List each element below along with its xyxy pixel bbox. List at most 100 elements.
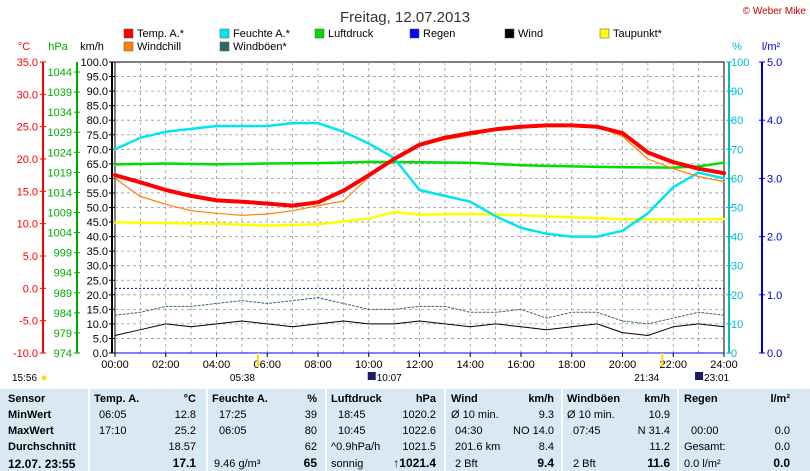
humidity-axis-tick-label: 90 (731, 86, 743, 98)
legend-swatch-regen (409, 28, 420, 39)
pressure-axis-tick-label: 1044 (48, 67, 72, 79)
feuchte-max: 80 (304, 425, 317, 437)
legend-label-windchill: Windchill (137, 41, 181, 53)
wind-axis-tick-label: 65.0 (87, 159, 108, 171)
temp-unit-label: °C (18, 41, 30, 53)
humidity-axis-tick-label: 30 (731, 261, 743, 273)
feuchte-min: 39 (304, 409, 317, 421)
pressure-axis-tick-label: 974 (54, 348, 72, 360)
pressure-axis-tick-label: 1034 (48, 107, 72, 119)
wind-axis-tick-label: 100.0 (80, 57, 108, 69)
wind-axis-tick-label: 5.0 (93, 333, 108, 345)
windboeen-current: 11.6 (647, 456, 670, 470)
wind-unit: km/h (528, 393, 554, 405)
series-luftdruck (113, 160, 726, 169)
wind-max-dir: NO 14.0 (513, 425, 554, 437)
humidity-axis-tick-label: 0 (731, 348, 737, 360)
legend-swatch-windboeen (219, 41, 230, 52)
x-tick-label: 00:00 (101, 359, 129, 371)
row-min: MinWert (8, 409, 52, 421)
x-tick-label: 04:00 (203, 359, 231, 371)
temp-min: 12.8 (174, 409, 196, 421)
wind-axis-tick-label: 60.0 (87, 173, 108, 185)
copyright-label: © Weber Mike (743, 6, 807, 17)
sunrise-label: 05:38 (230, 373, 255, 384)
temp-axis-tick-label: 0.0 (23, 283, 38, 295)
legend: Temp. A.* Feuchte A.* Luftdruck Regen Wind Ta… (123, 28, 663, 53)
legend-swatch-luftdruck (314, 28, 325, 39)
luftdruck-trend: ^0.9hPa/h (331, 441, 381, 453)
pressure-axis-tick-label: 984 (54, 308, 72, 320)
rain-axis-tick-label: 1.0 (767, 290, 782, 302)
pressure-axis-tick-label: 979 (54, 328, 72, 340)
regen-current: 0.0 (773, 456, 790, 470)
legend-label-feuchte: Feuchte A.* (233, 28, 291, 40)
luftdruck-max: 1022.6 (402, 425, 436, 437)
pressure-axis-tick-label: 1029 (48, 127, 72, 139)
moonset-label: 23:01 (704, 373, 729, 384)
wind-bft: 2 Bft (455, 458, 478, 470)
humidity-axis-tick-label: 60 (731, 173, 743, 185)
row-sensor: Sensor (8, 393, 46, 405)
temp-axis-tick-label: 20.0 (17, 154, 38, 166)
sun-icon (41, 375, 47, 381)
pressure-axis-tick-label: 1019 (48, 167, 72, 179)
statistics-panel: Sensor MinWert MaxWert Durchschnitt 12.0… (0, 389, 810, 471)
rain-unit-label: l/m² (762, 41, 781, 53)
wind-avg10-label: Ø 10 min. (451, 409, 499, 421)
wind-axis-tick-label: 85.0 (87, 101, 108, 113)
temp-axis-tick-label: 10.0 (17, 219, 38, 231)
temp-axis-tick-label: 15.0 (17, 186, 38, 198)
humidity-axis-tick-label: 80 (731, 115, 743, 127)
windboeen-avg10-label: Ø 10 min. (567, 409, 615, 421)
first-time-label: 15:56 (12, 373, 37, 384)
wind-axis-tick-label: 30.0 (87, 261, 108, 273)
regen-total-label: Gesamt: (684, 441, 726, 453)
x-tick-label: 06:00 (253, 359, 281, 371)
feuchte-min-time: 17:25 (219, 409, 247, 421)
luftdruck-avg: 1021.5 (402, 441, 436, 453)
temp-axis-tick-label: 30.0 (17, 89, 38, 101)
feuchte-max-time: 06:05 (219, 425, 247, 437)
temp-header: Temp. A. (94, 393, 140, 405)
windboeen-bft: 2 Bft (573, 458, 596, 470)
legend-swatch-taupunkt (599, 28, 610, 39)
pressure-axis-tick-label: 989 (54, 288, 72, 300)
x-tick-label: 12:00 (406, 359, 434, 371)
wind-avg10: 9.3 (538, 409, 554, 421)
legend-label-windboeen: Windböen* (233, 41, 288, 53)
legend-swatch-feuchte (219, 28, 230, 39)
wind-current: 9.4 (537, 456, 554, 470)
temp-unit: °C (183, 393, 196, 405)
x-tick-label: 02:00 (152, 359, 180, 371)
temp-current: 17.1 (172, 456, 196, 470)
feuchte-extra: 9.46 g/m³ (214, 458, 261, 470)
legend-swatch-windchill (123, 41, 134, 52)
wind-axis-tick-label: 70.0 (87, 144, 108, 156)
wind-distance: 201.6 km (455, 441, 501, 453)
windboeen-avg10: 10.9 (648, 409, 670, 421)
legend-label-luftdruck: Luftdruck (328, 28, 374, 40)
x-tick-label: 16:00 (507, 359, 535, 371)
pressure-axis-tick-label: 1014 (48, 187, 72, 199)
regen-header: Regen (684, 393, 718, 405)
feuchte-unit: % (307, 393, 317, 405)
x-axis: 00:00 02:00 04:00 06:00 08:00 10:00 12:00 14:00… (101, 353, 738, 371)
humidity-axis-tick-label: 50 (731, 203, 743, 215)
regen-max-time: 00:00 (691, 425, 719, 437)
x-tick-label: 10:00 (355, 359, 383, 371)
wind-axis-tick-label: 90.0 (87, 86, 108, 98)
wind-axis-tick-label: 20.0 (87, 290, 108, 302)
legend-swatch-wind (504, 28, 515, 39)
luftdruck-unit: hPa (415, 393, 436, 405)
wind-axis-tick-label: 50.0 (87, 203, 108, 215)
legend-swatch-temp (123, 28, 134, 39)
sun-moon-info: 15:56 05:38 21:34 10:07 23:01 (12, 353, 730, 384)
pressure-axis-tick-label: 999 (54, 248, 72, 260)
wind-unit-label: km/h (80, 41, 104, 53)
windboeen-header: Windböen (567, 393, 621, 405)
regen-max: 0.0 (774, 425, 790, 437)
wind-axis-tick-label: 95.0 (87, 72, 108, 84)
rain-axis-tick-label: 5.0 (767, 57, 782, 69)
x-tick-label: 20:00 (609, 359, 637, 371)
